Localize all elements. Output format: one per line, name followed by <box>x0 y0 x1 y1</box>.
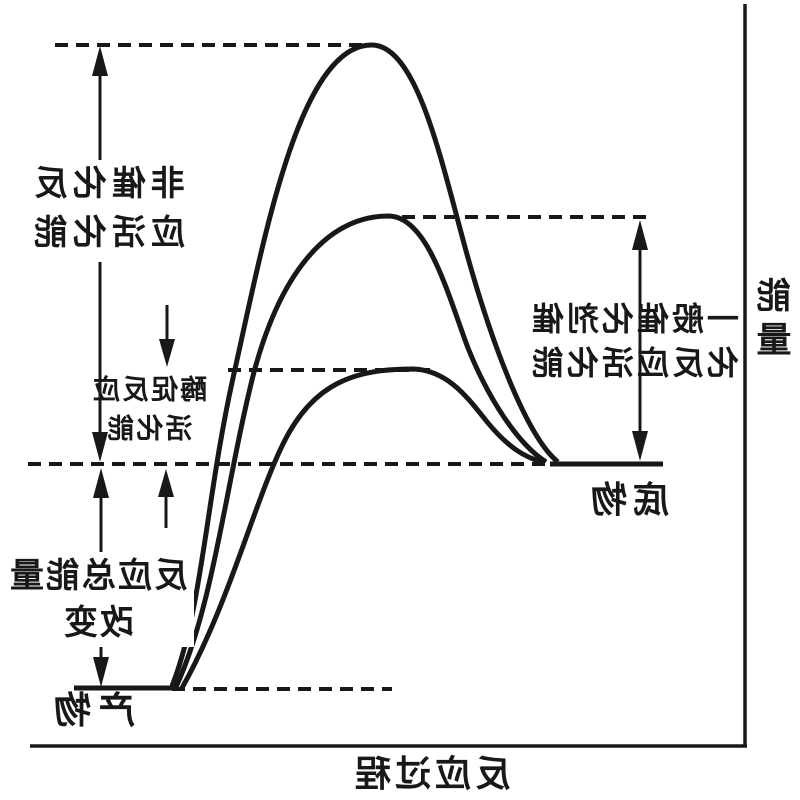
x-axis-label: 反应过程 <box>351 754 512 795</box>
label-total-energy-change: 反应总能量 改变 <box>2 553 194 647</box>
label-total-energy-change-line1: 反应总能量 <box>8 556 188 596</box>
label-general-catalyst-activation-line2: 化反应活化能 <box>529 344 740 382</box>
label-enzyme-activation: 酶促反应 活化能 <box>86 371 212 449</box>
label-enzyme-activation-line1: 酶促反应 <box>91 375 207 406</box>
label-total-energy-change-line2: 改变 <box>62 603 134 643</box>
arrow-noncatalyzed-head-down <box>92 432 108 462</box>
arrow-total-energy-head-down <box>93 657 109 687</box>
label-enzyme-activation-line2: 活化能 <box>105 414 193 445</box>
curve-enzyme <box>179 366 543 690</box>
curve-general-catalyst <box>173 213 548 689</box>
arrow-general-catalyst-head-down <box>632 431 648 461</box>
label-noncatalyzed-activation-line2: 应活化能 <box>29 213 185 253</box>
y-axis-label: 能量 <box>756 277 792 361</box>
arrow-total-energy-head-up <box>93 468 109 498</box>
curve-noncatalyzed <box>169 42 560 687</box>
label-product: 产物 <box>47 689 135 732</box>
arrow-enzyme-head-down <box>159 339 175 367</box>
label-general-catalyst-activation: 一般催化剂催 化反应活化能 <box>522 297 746 385</box>
label-substrate: 底物 <box>585 480 670 521</box>
arrow-noncatalyzed-head-up <box>92 46 108 76</box>
label-general-catalyst-activation-line1: 一般催化剂催 <box>529 300 740 338</box>
label-noncatalyzed-activation-line1: 非催化反 <box>29 164 185 204</box>
label-noncatalyzed-activation: 非催化反 应活化能 <box>22 160 192 258</box>
arrow-enzyme-head-up <box>158 469 174 497</box>
arrow-general-catalyst-head-up <box>632 220 648 250</box>
